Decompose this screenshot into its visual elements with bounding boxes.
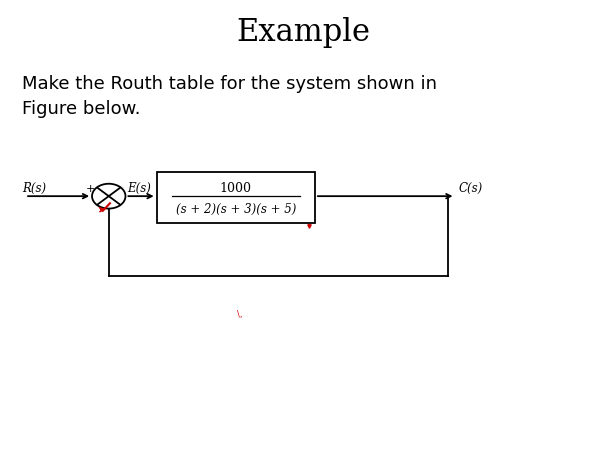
FancyBboxPatch shape (156, 172, 315, 223)
Text: R(s): R(s) (22, 182, 46, 194)
Text: \,: \, (238, 309, 243, 318)
Text: C(s): C(s) (458, 182, 482, 194)
Text: (s + 2)(s + 3)(s + 5): (s + 2)(s + 3)(s + 5) (176, 202, 296, 216)
Text: 1000: 1000 (220, 182, 251, 194)
Text: Example: Example (236, 18, 370, 48)
Text: Make the Routh table for the system shown in
Figure below.: Make the Routh table for the system show… (22, 75, 437, 118)
Text: +: + (85, 184, 95, 194)
Text: E(s): E(s) (127, 182, 151, 194)
